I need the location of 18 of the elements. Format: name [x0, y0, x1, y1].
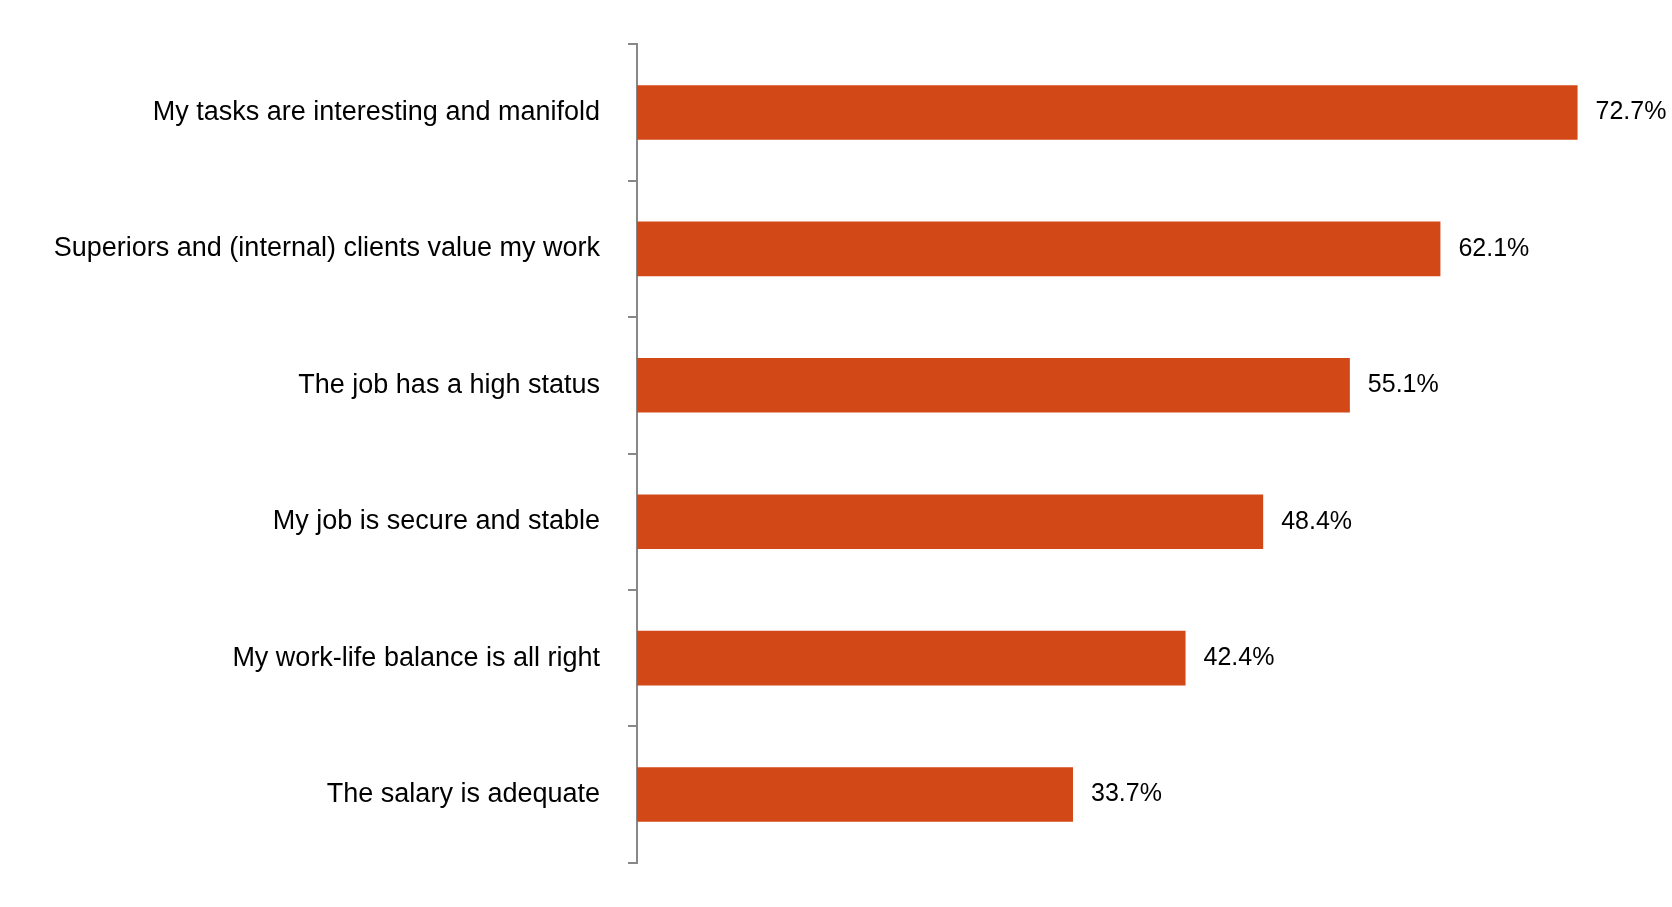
- data-label: 62.1%: [1458, 232, 1530, 261]
- bar: [637, 494, 1264, 549]
- bar: [637, 221, 1441, 277]
- data-label: 55.1%: [1367, 369, 1439, 398]
- y-tick-label: The job has a high status: [298, 368, 600, 399]
- bar: [637, 630, 1186, 686]
- y-tick-label: My work-life balance is all right: [232, 641, 601, 672]
- bar: [637, 358, 1350, 413]
- data-label: 48.4%: [1281, 505, 1353, 534]
- bar: [637, 85, 1578, 140]
- data-label: 42.4%: [1203, 642, 1275, 671]
- bar: [637, 767, 1073, 822]
- y-tick-label: The salary is adequate: [326, 778, 600, 809]
- y-tick-label: My job is secure and stable: [272, 505, 600, 536]
- data-label: 72.7%: [1595, 96, 1667, 125]
- y-tick-label: Superiors and (internal) clients value my work: [53, 232, 601, 263]
- data-label: 33.7%: [1090, 778, 1162, 807]
- y-tick-label: My tasks are interesting and manifold: [152, 95, 600, 126]
